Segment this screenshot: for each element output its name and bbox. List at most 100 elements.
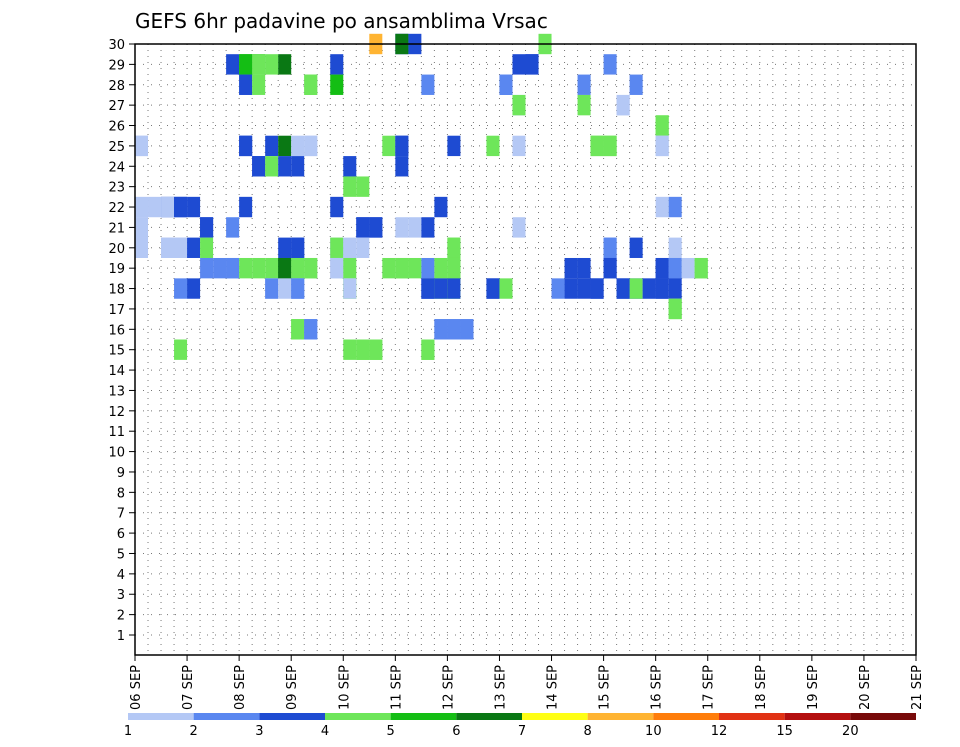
legend-swatch (522, 713, 588, 720)
precip-cell (252, 74, 266, 95)
precip-cell (668, 298, 682, 320)
x-tick-label: 15 SEP (598, 665, 613, 710)
x-tick-label: 21 SEP (910, 665, 925, 710)
x-tick-label: 20 SEP (858, 665, 873, 710)
precip-cell (226, 217, 240, 238)
precip-cell (278, 278, 292, 299)
legend-swatch (259, 713, 325, 720)
precip-cell (239, 74, 253, 95)
precip-cell (382, 257, 396, 279)
legend-label: 3 (255, 724, 263, 739)
precip-cell (694, 257, 708, 279)
y-tick-label: 12 (108, 405, 125, 420)
precip-cell (239, 196, 253, 218)
precip-cell (577, 278, 591, 299)
precip-cell (590, 278, 604, 299)
precip-cell (265, 135, 279, 157)
legend-label: 2 (190, 724, 198, 739)
y-tick-label: 25 (108, 140, 125, 155)
precip-cell (213, 257, 227, 279)
precip-cell (343, 278, 357, 299)
precip-cell (343, 237, 357, 258)
precip-cell (187, 196, 201, 218)
color-legend: 1 2 3 4 5 6 7 8 10 12 15 20 (124, 713, 916, 739)
precip-cell (265, 156, 279, 177)
y-tick-label: 11 (108, 425, 125, 440)
precip-cell (135, 237, 149, 258)
precip-cell (135, 196, 149, 218)
y-tick-label: 26 (108, 120, 125, 135)
precip-cell (603, 237, 617, 258)
precip-cell (330, 237, 344, 258)
precip-cell (278, 257, 292, 279)
precip-cell (395, 217, 409, 238)
precip-cell (239, 135, 253, 157)
precip-cell (304, 257, 318, 279)
precip-cell (174, 339, 188, 360)
y-axis: 1234567891011121314151617181920212223242… (108, 38, 135, 644)
precip-cell (512, 94, 526, 116)
precip-cell (291, 257, 305, 279)
precip-cell (278, 135, 292, 157)
y-tick-label: 17 (108, 303, 125, 318)
precip-cell (590, 135, 604, 157)
y-tick-label: 2 (117, 609, 125, 624)
precip-cell (343, 257, 357, 279)
precip-cell (681, 257, 695, 279)
precip-cell (174, 196, 188, 218)
precip-cell (148, 196, 162, 218)
precip-cell (252, 156, 266, 177)
precip-cell (226, 257, 240, 279)
x-tick-label: 06 SEP (129, 665, 144, 710)
precip-cell (369, 217, 383, 238)
precip-cell (642, 278, 656, 299)
precip-cell (343, 176, 357, 197)
grid-lines (135, 43, 916, 655)
legend-label: 15 (776, 724, 793, 739)
legend-swatch (850, 713, 916, 720)
y-tick-label: 10 (108, 446, 125, 461)
legend-label: 4 (321, 724, 329, 739)
precip-cell (382, 135, 396, 157)
precip-cell (356, 176, 370, 197)
legend-swatch (128, 713, 194, 720)
precip-cell (564, 278, 578, 299)
precip-cell (187, 278, 201, 299)
precip-cell (408, 257, 422, 279)
y-tick-label: 5 (117, 547, 125, 562)
precip-cell (434, 257, 448, 279)
legend-swatch (719, 713, 785, 720)
x-tick-label: 10 SEP (337, 665, 352, 710)
legend-label: 1 (124, 724, 132, 739)
y-tick-label: 27 (108, 99, 125, 114)
y-tick-label: 4 (117, 568, 125, 583)
precip-cell (135, 217, 149, 238)
y-tick-label: 9 (117, 466, 125, 481)
precip-cell (421, 339, 435, 360)
precip-cell (395, 135, 409, 157)
precip-cell (356, 217, 370, 238)
precip-cell (655, 196, 669, 218)
precip-cell (655, 115, 669, 136)
precip-cell (135, 135, 149, 157)
precip-cell (629, 278, 643, 299)
precip-cell (252, 54, 266, 75)
precip-cell (434, 319, 448, 340)
y-tick-label: 8 (117, 486, 125, 501)
chart-title: GEFS 6hr padavine po ansamblima Vrsac (135, 9, 548, 33)
precip-cell (304, 135, 318, 157)
precip-cell (577, 257, 591, 279)
precip-cell (200, 217, 214, 238)
x-tick-label: 11 SEP (389, 665, 404, 710)
precip-cell (304, 319, 318, 340)
precip-cell (447, 278, 461, 299)
y-tick-label: 19 (108, 262, 125, 277)
y-tick-label: 29 (108, 58, 125, 73)
x-tick-label: 19 SEP (806, 665, 821, 710)
precip-cell (551, 278, 565, 299)
precip-cell (330, 54, 344, 75)
legend-label: 8 (584, 724, 592, 739)
y-tick-label: 23 (108, 181, 125, 196)
precip-cell (434, 278, 448, 299)
